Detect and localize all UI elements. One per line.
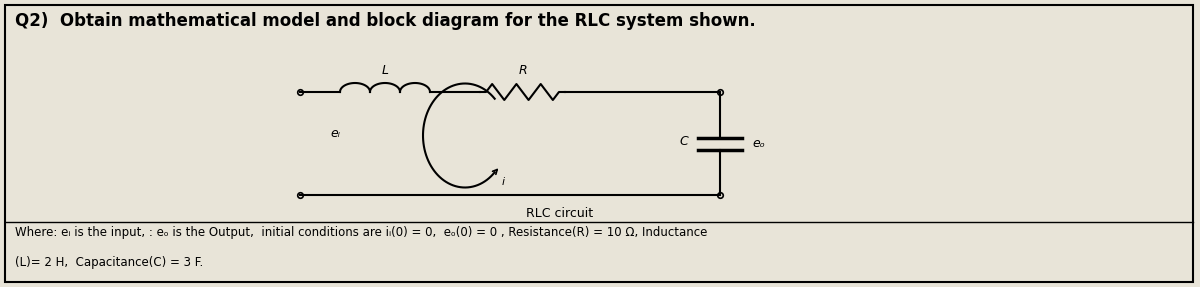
Text: L: L: [382, 64, 389, 77]
Text: Where: eᵢ is the input, : eₒ is the Output,  initial conditions are iᵢ(0) = 0,  : Where: eᵢ is the input, : eₒ is the Outp…: [14, 226, 707, 239]
Text: eᵢ: eᵢ: [330, 127, 340, 140]
Text: C: C: [679, 135, 688, 148]
Text: eₒ: eₒ: [752, 137, 764, 150]
Text: i: i: [502, 177, 505, 187]
Text: RLC circuit: RLC circuit: [527, 207, 594, 220]
Text: (L)= 2 H,  Capacitance(C) = 3 F.: (L)= 2 H, Capacitance(C) = 3 F.: [14, 256, 203, 269]
Text: Q2)  Obtain mathematical model and block diagram for the RLC system shown.: Q2) Obtain mathematical model and block …: [14, 12, 756, 30]
Text: R: R: [518, 64, 527, 77]
